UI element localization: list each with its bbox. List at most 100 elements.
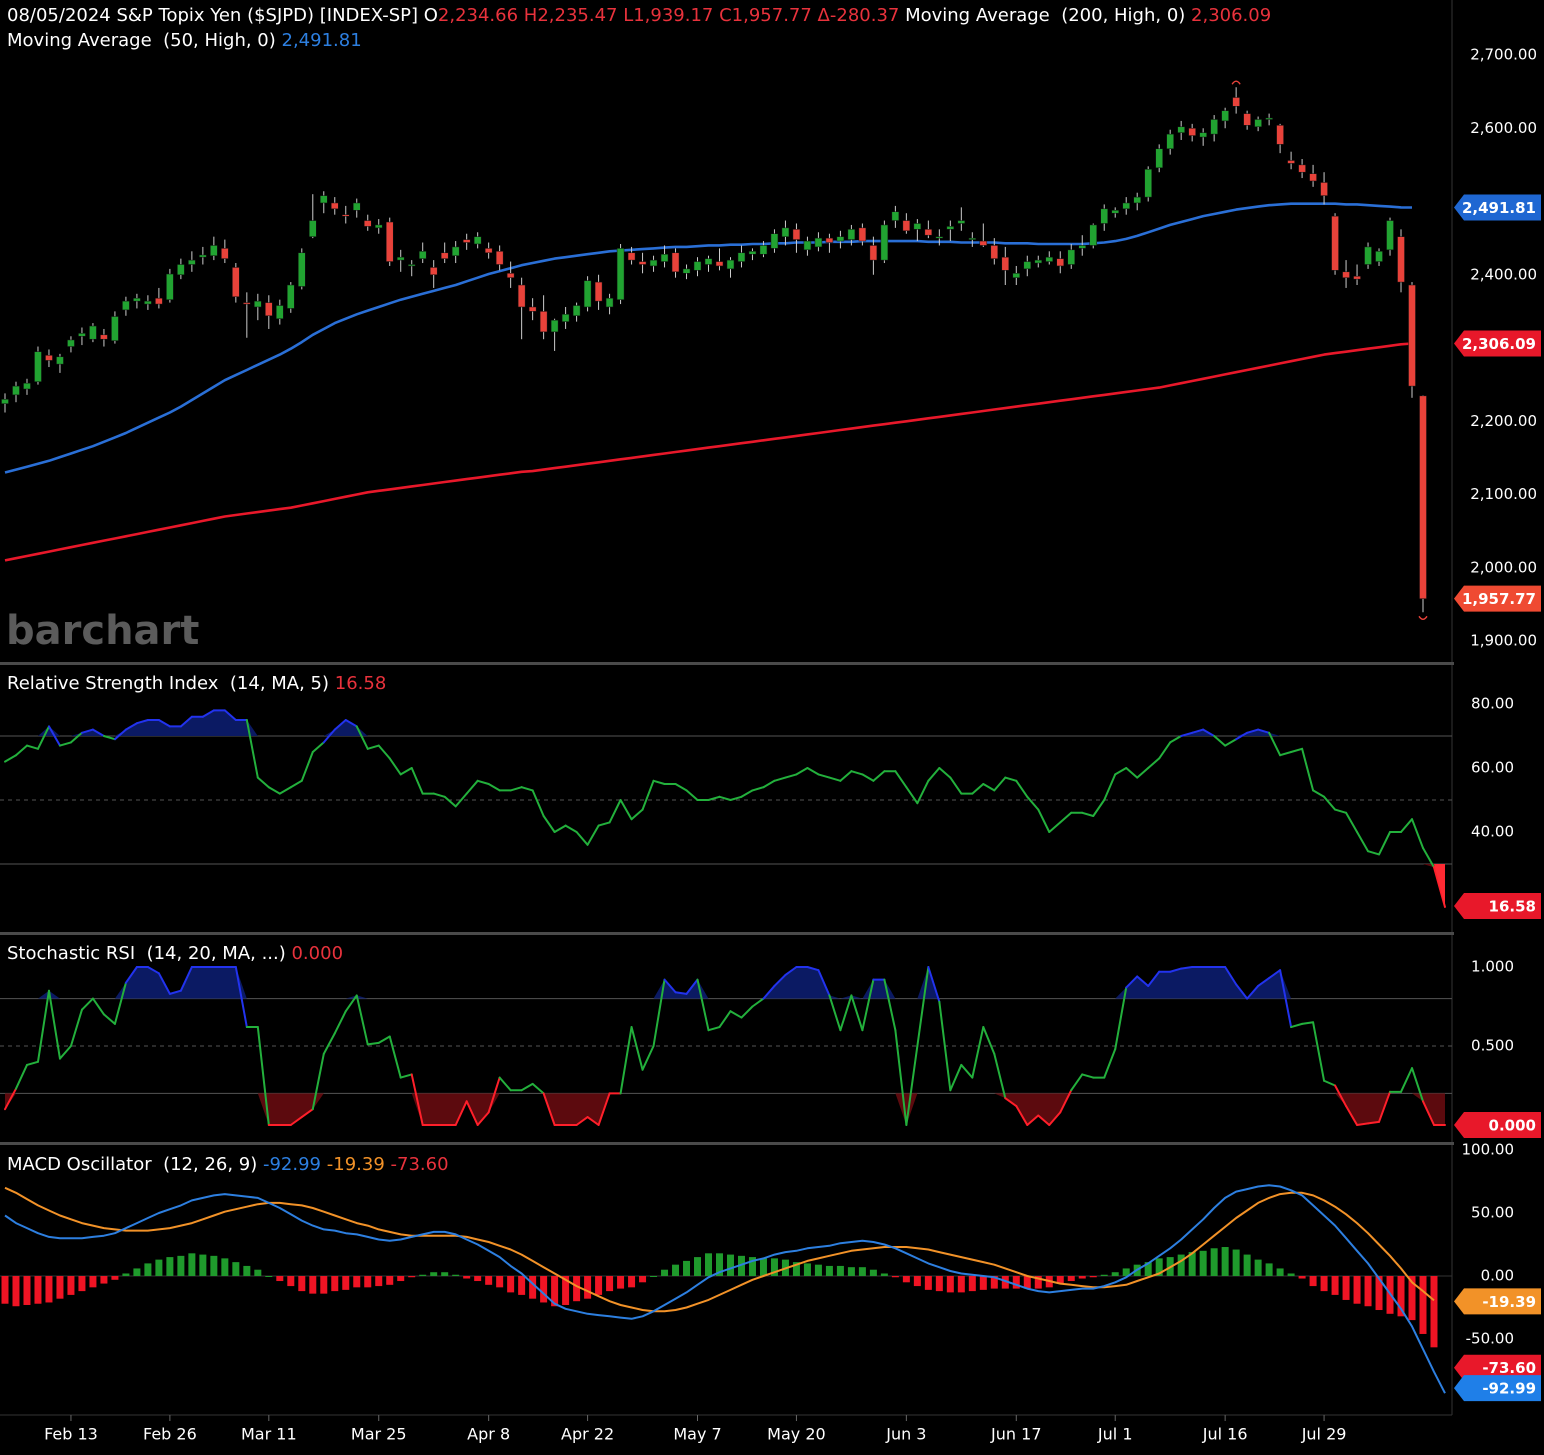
candle-body bbox=[572, 305, 581, 317]
macd-histogram-bar bbox=[397, 1276, 405, 1282]
stochrsi-line-segment bbox=[498, 1076, 512, 1092]
stochrsi-line-segment bbox=[179, 966, 193, 992]
stochrsi-line-segment bbox=[960, 1063, 974, 1079]
rsi-line-segment bbox=[157, 719, 171, 728]
stochrsi-line-segment bbox=[696, 978, 710, 1032]
ma50-last-badge-shape bbox=[1454, 194, 1541, 221]
rsi-line-segment bbox=[652, 779, 666, 785]
candle-body bbox=[298, 252, 306, 287]
macd-histogram-bar bbox=[1309, 1276, 1317, 1287]
candle bbox=[1199, 128, 1207, 146]
macd-histogram-bar bbox=[430, 1272, 438, 1276]
rsi-line-segment bbox=[729, 795, 743, 801]
stochrsi-line-segment bbox=[520, 1082, 534, 1092]
stochrsi-line-segment bbox=[311, 1052, 325, 1111]
stochrsi-line-segment bbox=[806, 966, 820, 972]
macd-histogram-bar bbox=[650, 1276, 658, 1277]
candle bbox=[111, 311, 119, 344]
candle-body bbox=[649, 259, 658, 267]
price-tick-label: 2,000.00 bbox=[1470, 558, 1537, 576]
rsi-line-segment bbox=[575, 831, 589, 846]
rsi-line-segment bbox=[1432, 866, 1446, 908]
header-ma200-label: Moving Average (200, High, 0) bbox=[899, 5, 1192, 26]
rsi-line-segment bbox=[91, 728, 105, 737]
macd-histogram-bar bbox=[1265, 1263, 1273, 1276]
rsi-line-segment bbox=[256, 776, 270, 789]
stochrsi-line-segment bbox=[344, 994, 358, 1013]
macd-header: MACD Oscillator (12, 26, 9) -92.99 -19.3… bbox=[7, 1154, 449, 1175]
candle-body bbox=[342, 214, 350, 217]
macd-histogram-bar bbox=[1078, 1276, 1086, 1279]
barchart-watermark: barchart bbox=[6, 608, 199, 654]
macd-histogram-bar bbox=[836, 1265, 844, 1276]
candle bbox=[188, 251, 196, 272]
rsi-line-segment bbox=[1224, 738, 1238, 747]
macd-histogram-bar bbox=[1188, 1252, 1196, 1276]
macd-histogram-bar bbox=[990, 1276, 998, 1289]
header-high: 2,235.47 bbox=[537, 5, 618, 26]
stochrsi-line-segment bbox=[674, 991, 688, 995]
stochrsi-line-segment bbox=[36, 989, 50, 1063]
candle-body bbox=[1122, 202, 1130, 210]
macd-histogram-bar bbox=[661, 1269, 669, 1276]
macd-tick-label: 0.00 bbox=[1481, 1267, 1514, 1285]
candle bbox=[385, 217, 394, 266]
stochrsi-line-segment bbox=[894, 1029, 908, 1126]
rsi-line-segment bbox=[1026, 795, 1040, 811]
macd-histogram-bar bbox=[188, 1253, 196, 1276]
candle bbox=[23, 378, 31, 395]
rsi-line-segment bbox=[1081, 811, 1095, 817]
macd-histogram-bar bbox=[144, 1263, 152, 1276]
rsi-line-segment bbox=[377, 744, 391, 760]
candle-body bbox=[1276, 125, 1284, 145]
candle bbox=[298, 248, 306, 290]
macd-histogram-bar bbox=[683, 1260, 691, 1276]
candle bbox=[45, 349, 53, 368]
candle bbox=[254, 293, 262, 321]
price-tick-label: 2,700.00 bbox=[1470, 46, 1537, 64]
rsi-line-segment bbox=[1059, 811, 1073, 824]
rsi-line-segment bbox=[201, 709, 215, 718]
stochrsi-line-segment bbox=[1004, 1097, 1018, 1108]
candle bbox=[979, 223, 988, 247]
ma200-last-badge-shape bbox=[1454, 330, 1541, 357]
macd-histogram-bar bbox=[1375, 1276, 1383, 1311]
candle bbox=[517, 277, 526, 340]
candle bbox=[1166, 129, 1174, 155]
stochrsi-line-segment bbox=[69, 1008, 83, 1047]
candle-body bbox=[331, 202, 339, 210]
macd-histogram-bar bbox=[1056, 1276, 1064, 1284]
stochrsi-line-segment bbox=[938, 1000, 952, 1092]
macd-histogram-bar bbox=[1364, 1276, 1372, 1307]
stochrsi-line-segment bbox=[91, 997, 105, 1016]
price-tick-label: 2,200.00 bbox=[1470, 412, 1537, 430]
stochrsi-line-segment bbox=[597, 1092, 611, 1126]
candle-body bbox=[45, 355, 53, 361]
rsi-line-segment bbox=[685, 789, 699, 801]
stochrsi-line-segment bbox=[366, 1041, 380, 1046]
candle bbox=[1210, 115, 1218, 142]
macd-histogram-bar bbox=[474, 1276, 482, 1282]
rsi-line-segment bbox=[278, 786, 292, 795]
candle bbox=[858, 223, 867, 246]
macd-histogram-bar bbox=[133, 1268, 141, 1276]
macd-histogram-bar bbox=[1254, 1259, 1262, 1276]
stochrsi-line-segment bbox=[377, 1035, 391, 1044]
candle-body bbox=[627, 252, 636, 261]
candle-body bbox=[1353, 275, 1361, 280]
macd-histogram-bar bbox=[705, 1253, 713, 1276]
macd-histogram-bar bbox=[726, 1254, 734, 1276]
candle-body bbox=[1397, 236, 1405, 283]
candle bbox=[407, 260, 416, 277]
macd-histogram-bar bbox=[540, 1276, 548, 1303]
candle-body bbox=[1199, 132, 1207, 138]
histogram-last-badge-text: -73.60 bbox=[1482, 1359, 1536, 1377]
candle bbox=[1342, 260, 1350, 288]
rsi-line-segment bbox=[465, 779, 479, 795]
candle-body bbox=[111, 316, 119, 341]
x-tick-label: Jul 29 bbox=[1301, 1425, 1347, 1444]
candle-body bbox=[1221, 110, 1229, 122]
rsi-line-segment bbox=[135, 719, 149, 725]
candle bbox=[1100, 204, 1108, 231]
